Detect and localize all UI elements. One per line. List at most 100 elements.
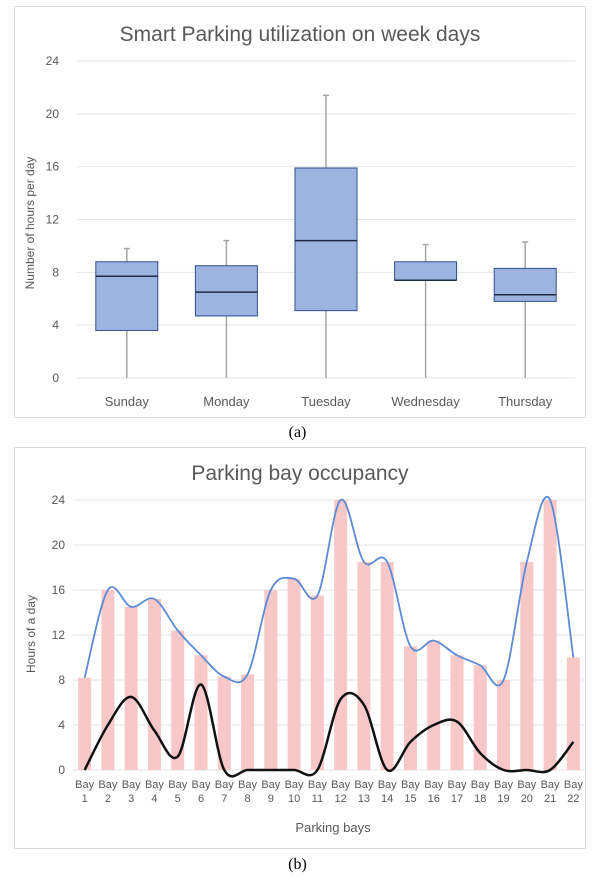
- caption-b: (b): [288, 856, 307, 873]
- bay-chart-y-tick-label: 8: [58, 673, 65, 687]
- occupancy-bar: [427, 640, 441, 770]
- bay-x-tick-label-number: 7: [221, 793, 227, 805]
- box-plot-y-tick-label: 24: [46, 54, 60, 68]
- bay-x-tick-label-word: Bay: [424, 779, 443, 791]
- bay-x-tick-label-word: Bay: [564, 779, 583, 791]
- box-plot-y-tick-label: 8: [52, 265, 59, 279]
- bay-x-tick-label-word: Bay: [285, 779, 304, 791]
- bay-x-tick-label-number: 14: [381, 793, 393, 805]
- bay-x-tick-label-number: 20: [521, 793, 533, 805]
- bay-occupancy-svg: Parking bay occupancy Hours of a day Par…: [24, 462, 585, 835]
- bay-x-tick-label-word: Bay: [238, 779, 257, 791]
- bay-x-tick-label-number: 4: [151, 793, 157, 805]
- occupancy-bar: [497, 680, 511, 770]
- bay-x-tick-label-word: Bay: [145, 779, 164, 791]
- bay-x-tick-label-number: 12: [335, 793, 347, 805]
- bay-x-tick-label-word: Bay: [261, 779, 280, 791]
- bay-x-tick-label-word: Bay: [122, 779, 141, 791]
- bay-chart-y-tick-label: 4: [58, 718, 65, 732]
- bay-chart-x-axis-label: Parking bays: [295, 820, 371, 835]
- bay-chart-y-tick-label: 16: [52, 583, 66, 597]
- bay-x-tick-label-word: Bay: [471, 779, 490, 791]
- occupancy-bar: [194, 655, 208, 770]
- occupancy-bar: [357, 561, 371, 770]
- box-plot-svg: Smart Parking utilization on week days N…: [23, 23, 575, 409]
- upper-series-line: [83, 496, 575, 687]
- bay-x-tick-label-number: 11: [312, 793, 323, 805]
- box-plot-y-tick-label: 4: [52, 318, 59, 332]
- bay-x-tick-label-number: 18: [474, 793, 486, 805]
- bay-chart-y-tick-label: 0: [58, 763, 65, 777]
- box-plot-y-tick-label: 20: [46, 107, 60, 121]
- bay-x-tick-label-word: Bay: [75, 779, 94, 791]
- occupancy-bar: [473, 665, 487, 770]
- bay-x-tick-label-word: Bay: [448, 779, 467, 791]
- lower-series-line: [83, 683, 575, 778]
- occupancy-bar: [543, 500, 557, 770]
- occupancy-bar: [566, 657, 580, 770]
- box-plot-x-tick-label: Monday: [203, 394, 250, 409]
- occupancy-bar: [450, 655, 464, 770]
- bay-x-tick-label-number: 19: [497, 793, 509, 805]
- bay-x-tick-label-word: Bay: [401, 779, 420, 791]
- bay-x-tick-label-number: 13: [358, 793, 370, 805]
- bay-x-tick-label-number: 5: [175, 793, 181, 805]
- box-plot-y-tick-label: 16: [46, 160, 60, 174]
- bay-x-tick-label-word: Bay: [494, 779, 513, 791]
- bay-x-tick-label-number: 8: [244, 793, 250, 805]
- bay-x-tick-label-word: Bay: [541, 779, 560, 791]
- box-iqr: [294, 167, 358, 312]
- bay-x-tick-label-word: Bay: [98, 779, 117, 791]
- bay-x-tick-label-number: 1: [82, 793, 88, 805]
- bay-x-tick-label-word: Bay: [308, 779, 327, 791]
- box-plot-panel: Smart Parking utilization on week days N…: [14, 6, 586, 418]
- box-plot-x-tick-label: Thursday: [498, 394, 553, 409]
- occupancy-bar: [217, 676, 231, 770]
- bay-x-tick-label-number: 9: [268, 793, 274, 805]
- box-plot-title: Smart Parking utilization on week days: [120, 23, 481, 46]
- bay-chart-y-tick-label: 24: [52, 493, 66, 507]
- occupancy-bar: [334, 500, 348, 770]
- bay-x-tick-label-number: 21: [544, 793, 556, 805]
- bay-x-tick-label-word: Bay: [168, 779, 187, 791]
- bay-x-tick-label-number: 10: [288, 793, 300, 805]
- bay-x-tick-label-word: Bay: [354, 779, 373, 791]
- occupancy-bar: [124, 606, 138, 770]
- bay-chart-y-tick-label: 20: [52, 538, 66, 552]
- occupancy-bar: [520, 561, 534, 770]
- box-iqr: [194, 265, 258, 317]
- occupancy-bar: [241, 674, 255, 770]
- bay-chart-y-tick-label: 12: [52, 628, 66, 642]
- occupancy-bar: [287, 578, 301, 770]
- bay-x-tick-label-number: 3: [128, 793, 134, 805]
- bay-x-tick-label-word: Bay: [331, 779, 350, 791]
- bay-x-tick-label-word: Bay: [378, 779, 397, 791]
- bay-x-tick-label-word: Bay: [517, 779, 536, 791]
- box-iqr: [394, 261, 458, 281]
- bay-chart-y-axis-label: Hours of a day: [24, 595, 38, 673]
- occupancy-bar: [380, 561, 394, 770]
- box-plot-x-tick-label: Tuesday: [301, 394, 351, 409]
- occupancy-bar: [101, 590, 115, 770]
- bay-x-tick-label-number: 2: [105, 793, 111, 805]
- box-iqr: [493, 267, 557, 302]
- box-plot-x-tick-label: Wednesday: [391, 394, 460, 409]
- occupancy-bar: [264, 590, 278, 770]
- box-iqr: [95, 261, 159, 331]
- bay-x-tick-label-number: 6: [198, 793, 204, 805]
- box-plot-y-axis-label: Number of hours per day: [23, 157, 37, 290]
- occupancy-bar: [403, 646, 417, 770]
- box-plot-y-tick-label: 0: [52, 371, 59, 385]
- bay-occupancy-panel: Parking bay occupancy Hours of a day Par…: [14, 447, 586, 849]
- occupancy-bar: [171, 630, 185, 770]
- occupancy-bar: [78, 677, 92, 770]
- caption-a: (a): [288, 424, 307, 441]
- box-plot-y-tick-label: 12: [46, 213, 60, 227]
- bay-chart-title: Parking bay occupancy: [191, 462, 409, 485]
- bay-x-tick-label-number: 15: [404, 793, 416, 805]
- box-plot-x-tick-label: Sunday: [105, 394, 150, 409]
- bay-x-tick-label-number: 16: [428, 793, 440, 805]
- bay-x-tick-label-number: 22: [567, 793, 579, 805]
- occupancy-bar: [310, 595, 324, 770]
- bay-x-tick-label-word: Bay: [215, 779, 234, 791]
